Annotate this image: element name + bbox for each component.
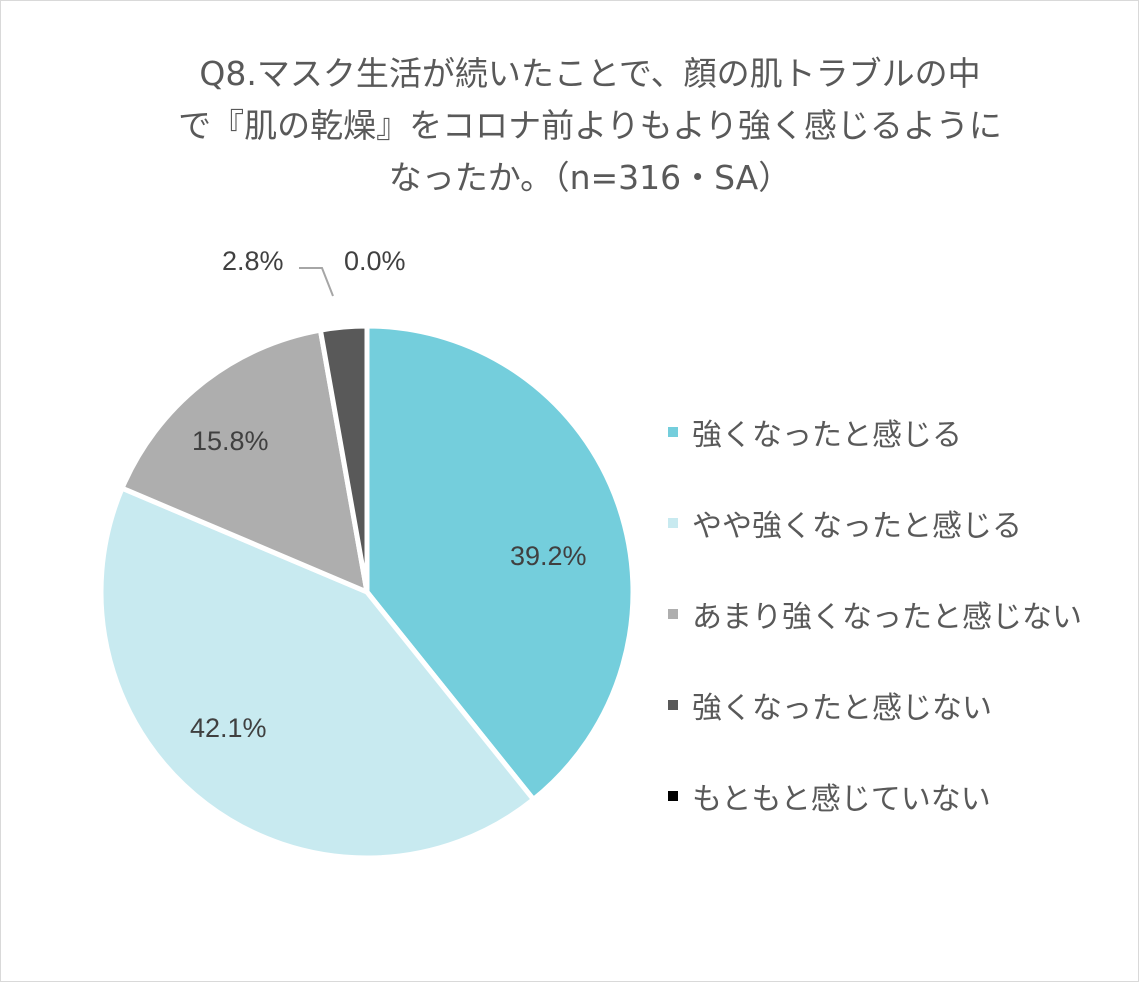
label-slice-1: 42.1% (190, 713, 267, 743)
legend-label: もともと感じていない (692, 781, 991, 817)
legend-label: やや強くなったと感じる (692, 508, 1022, 544)
label-slice-3: 2.8% (222, 246, 284, 276)
legend-swatch-icon (668, 790, 678, 801)
legend-swatch-icon (668, 608, 678, 619)
chart-title: Q8.マスク生活が続いたことで、顔の肌トラブルの中 で『肌の乾燥』をコロナ前より… (100, 48, 1080, 204)
legend-item: 強くなったと感じない (668, 659, 1082, 750)
pie-slice (119, 327, 370, 595)
title-line-2: で『肌の乾燥』をコロナ前よりもより強く感じるように (178, 106, 1002, 145)
pie-slice (317, 323, 370, 595)
label-slice-2: 15.8% (192, 426, 269, 456)
legend: 強くなったと感じる やや強くなったと感じる あまり強くなったと感じない 強くなっ… (668, 386, 1082, 841)
title-line-3: なったか。（n=316・SA） (388, 158, 792, 197)
pie-slice (364, 323, 636, 802)
legend-label: 強くなったと感じない (692, 690, 992, 726)
title-line-1: Q8.マスク生活が続いたことで、顔の肌トラブルの中 (199, 54, 981, 93)
legend-swatch-icon (668, 699, 678, 710)
pie-slice (98, 485, 536, 861)
legend-item: もともと感じていない (668, 750, 1082, 841)
legend-item: 強くなったと感じる (668, 386, 1082, 477)
legend-label: あまり強くなったと感じない (692, 599, 1082, 635)
legend-item: やや強くなったと感じる (668, 477, 1082, 568)
legend-label: 強くなったと感じる (692, 417, 962, 453)
legend-swatch-icon (668, 426, 678, 437)
legend-item: あまり強くなったと感じない (668, 568, 1082, 659)
leader-line (299, 267, 334, 297)
label-slice-0: 39.2% (510, 541, 587, 571)
label-slice-4: 0.0% (344, 246, 406, 276)
legend-swatch-icon (668, 517, 678, 528)
